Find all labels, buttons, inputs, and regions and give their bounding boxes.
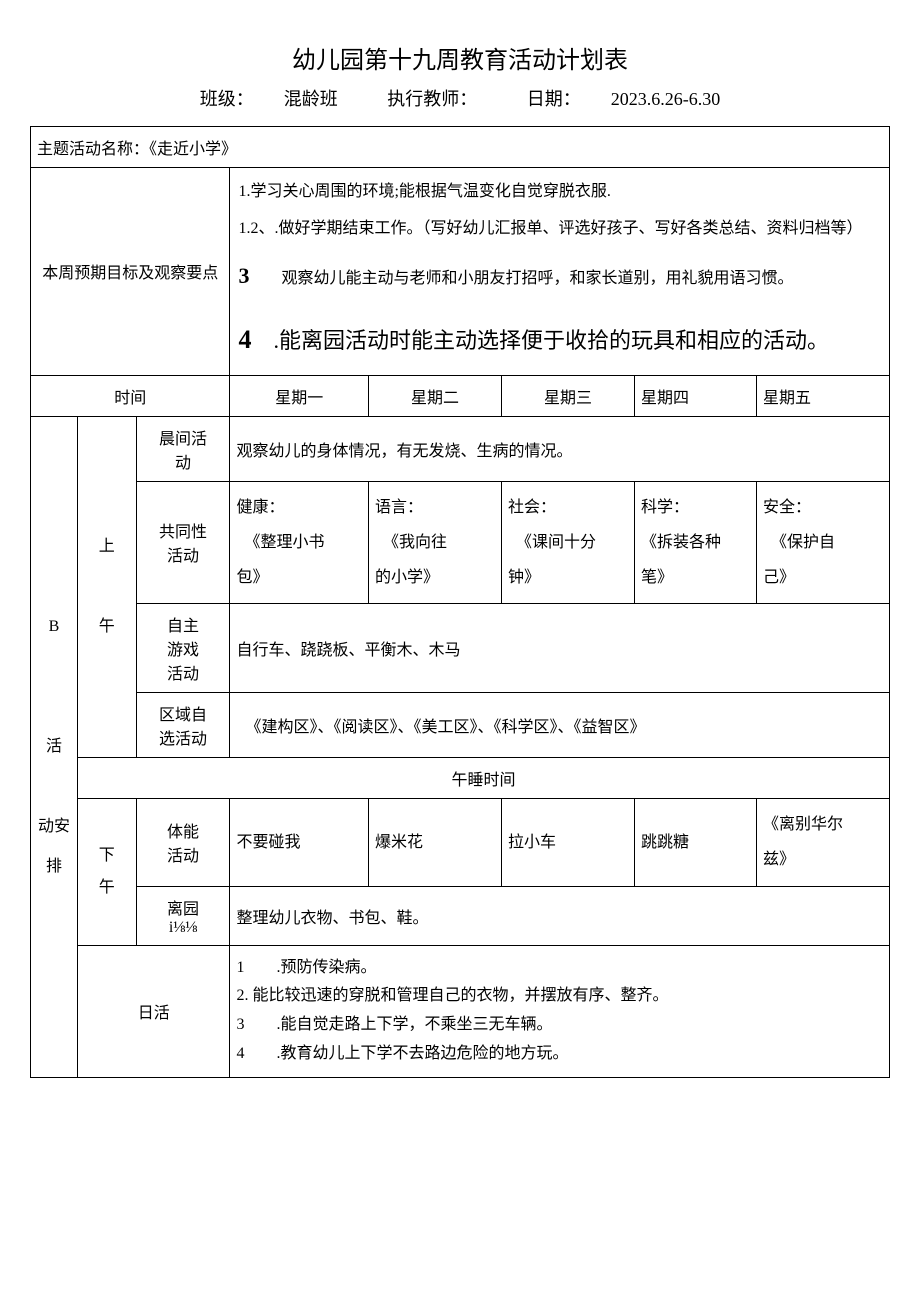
nap-row: 午睡时间 (77, 758, 889, 799)
common-wed: 社会： 《课间十分钟》 (502, 481, 635, 604)
common-mon: 健康： 《整理小书包》 (230, 481, 369, 604)
goal-item-1: 1.学习关心周围的环境;能根据气温变化自觉穿脱衣服. (238, 178, 881, 207)
morning-act-content: 观察幼儿的身体情况，有无发烧、生病的情况。 (230, 416, 890, 481)
date-label: 日期：2023.6.26-6.30 (512, 89, 736, 109)
goals-label: 本周预期目标及观察要点 (31, 168, 230, 376)
teacher-label: 执行教师： (387, 89, 477, 109)
side-label: B 活 动安排 (31, 416, 78, 1077)
goal-item-12: 1.2、.做好学期结束工作。（写好幼儿汇报单、评选好孩子、写好各类总结、资料归档… (238, 215, 881, 244)
class-label: 班级：混龄班 (185, 89, 353, 109)
goal-item-4: 4 .能离园活动时能主动选择便于收拾的玩具和相应的活动。 (238, 315, 881, 364)
common-tue: 语言： 《我向往的小学》 (369, 481, 502, 604)
plan-table: 主题活动名称：《走近小学》 本周预期目标及观察要点 1.学习关心周围的环境;能根… (30, 126, 890, 1078)
morning-act-label: 晨间活动 (136, 416, 230, 481)
time-header: 时间 (31, 375, 230, 416)
pe-act-label: 体能活动 (136, 799, 230, 886)
day-mon: 星期一 (230, 375, 369, 416)
pe-mon: 不要碰我 (230, 799, 369, 886)
goals-content: 1.学习关心周围的环境;能根据气温变化自觉穿脱衣服. 1.2、.做好学期结束工作… (230, 168, 890, 376)
leave-content: 整理幼儿衣物、书包、鞋。 (230, 886, 890, 945)
document-title: 幼儿园第十九周教育活动计划表 (30, 40, 890, 75)
common-thu: 科学：《拆装各种笔》 (635, 481, 757, 604)
area-act-content: 《建构区》、《阅读区》、《美工区》、《科学区》、《益智区》 (230, 693, 890, 758)
pe-wed: 拉小车 (502, 799, 635, 886)
common-fri: 安全： 《保护自己》 (756, 481, 889, 604)
afternoon-label: 下午 (77, 799, 136, 945)
pe-thu: 跳跳糖 (635, 799, 757, 886)
morning-label: 上午 (77, 416, 136, 758)
self-game-content: 自行车、跷跷板、平衡木、木马 (230, 604, 890, 693)
pe-tue: 爆米花 (369, 799, 502, 886)
common-act-label: 共同性活动 (136, 481, 230, 604)
day-wed: 星期三 (502, 375, 635, 416)
day-tue: 星期二 (369, 375, 502, 416)
daily-label: 日活 (77, 945, 230, 1077)
day-fri: 星期五 (756, 375, 889, 416)
pe-fri: 《离别华尔兹》 (756, 799, 889, 886)
daily-content: 1 .预防传染病。 2. 能比较迅速的穿脱和管理自己的衣物，并摆放有序、整齐。 … (230, 945, 890, 1077)
area-act-label: 区域自选活动 (136, 693, 230, 758)
day-thu: 星期四 (635, 375, 757, 416)
goal-item-3: 3 观察幼儿能主动与老师和小朋友打招呼，和家长道别，用礼貌用语习惯。 (238, 256, 881, 296)
leave-label: 离园i⅛⅛ (136, 886, 230, 945)
self-game-label: 自主游戏活动 (136, 604, 230, 693)
document-subtitle: 班级：混龄班 执行教师： 日期：2023.6.26-6.30 (30, 85, 890, 111)
theme-row: 主题活动名称：《走近小学》 (31, 127, 890, 168)
